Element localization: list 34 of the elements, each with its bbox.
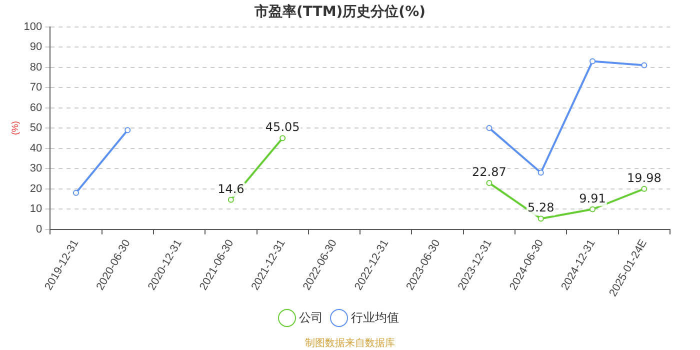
y-tick-label: 90 [30, 41, 42, 54]
y-tick-label: 100 [24, 20, 42, 33]
y-tick-label: 40 [30, 142, 42, 154]
data-label: 5.28 [528, 200, 554, 215]
y-tick-label: 30 [30, 162, 42, 175]
point [280, 135, 286, 142]
y-tick-label: 10 [30, 203, 42, 216]
legend-label: 行业均值 [351, 310, 399, 324]
data-label: 45.05 [265, 120, 300, 134]
data-label: 22.87 [472, 165, 506, 180]
point [590, 58, 596, 64]
y-tick-label: 20 [30, 182, 42, 195]
point [228, 196, 234, 203]
point [124, 127, 131, 134]
y-tick-label: 60 [30, 102, 42, 114]
text: 制图数据来自数据库 [304, 336, 396, 350]
y-tick-label: 50 [30, 122, 42, 134]
chart-title: 市盈率(TTM)历史分位(%) [254, 3, 426, 20]
data-label: 19.98 [626, 170, 662, 185]
point [590, 206, 596, 212]
data-label: 14.6 [218, 182, 244, 196]
point [538, 170, 544, 176]
legend-label: 公司 [299, 310, 323, 324]
data-label: 9.91 [579, 191, 606, 206]
y-axis-title: (%) [10, 121, 20, 136]
y-tick-label: 80 [30, 61, 42, 74]
y-tick-label: 0 [36, 223, 42, 236]
point [641, 62, 648, 68]
point [641, 186, 648, 192]
y-tick-label: 70 [30, 82, 42, 94]
point [72, 190, 79, 196]
point [486, 180, 492, 186]
point [538, 216, 544, 222]
point [486, 125, 492, 132]
